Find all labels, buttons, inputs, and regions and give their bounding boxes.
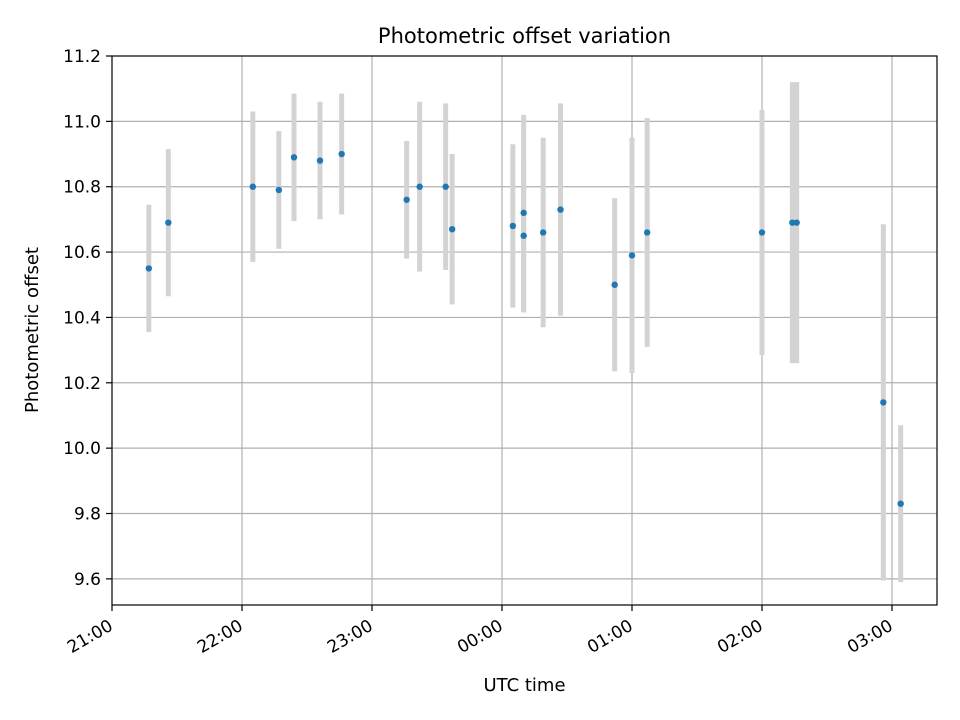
x-axis-title: UTC time bbox=[483, 675, 565, 696]
data-point bbox=[509, 222, 517, 230]
data-point bbox=[448, 225, 456, 233]
data-point bbox=[758, 229, 766, 236]
data-point bbox=[338, 150, 345, 158]
data-point bbox=[793, 219, 800, 226]
chart-title: Photometric offset variation bbox=[378, 24, 671, 48]
y-tick-label: 10.2 bbox=[63, 374, 101, 394]
data-points bbox=[145, 150, 904, 507]
y-tick-label: 11.0 bbox=[63, 112, 101, 132]
y-axis-title: Photometric offset bbox=[22, 247, 43, 413]
data-point bbox=[165, 219, 172, 226]
data-point bbox=[290, 154, 298, 161]
data-point bbox=[611, 281, 618, 288]
data-point bbox=[249, 183, 257, 190]
data-point bbox=[403, 196, 410, 203]
data-point bbox=[539, 229, 547, 236]
plot-frame bbox=[111, 55, 938, 606]
data-point bbox=[275, 186, 283, 194]
y-tick-label: 10.8 bbox=[63, 178, 101, 198]
data-point bbox=[520, 209, 527, 217]
data-point bbox=[643, 229, 651, 236]
data-point bbox=[520, 232, 527, 239]
data-point bbox=[897, 500, 904, 507]
data-point bbox=[880, 399, 887, 406]
data-point bbox=[557, 206, 564, 213]
y-tick-label: 9.6 bbox=[74, 570, 101, 590]
data-point bbox=[628, 252, 636, 259]
y-tick-label: 10.4 bbox=[63, 308, 101, 328]
data-point bbox=[442, 183, 449, 190]
data-point bbox=[416, 183, 423, 190]
y-axis-ticks: 9.6 9.8 10.0 10.2 10.4 10.6 10.8 11.0 11.2 bbox=[63, 47, 112, 590]
data-point bbox=[316, 157, 324, 164]
y-tick-label: 10.6 bbox=[63, 243, 101, 263]
y-tick-label: 11.2 bbox=[63, 47, 101, 67]
y-tick-label: 9.8 bbox=[74, 505, 101, 525]
data-point bbox=[145, 265, 153, 272]
y-tick-label: 10.0 bbox=[63, 439, 101, 459]
